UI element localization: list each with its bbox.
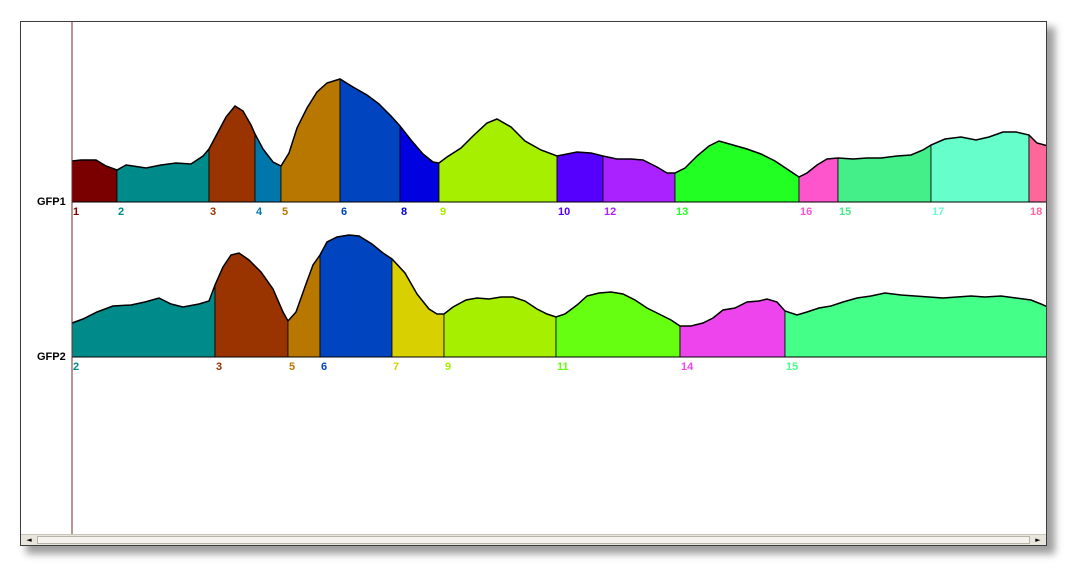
track-label-gfp1: GFP1 <box>37 196 66 208</box>
track-1-segment-label-18: 18 <box>1030 206 1042 218</box>
track-1-segment-label-2: 2 <box>118 206 124 218</box>
track-1-segment-label-4: 4 <box>256 206 263 218</box>
track-1-segment-4 <box>254 133 282 203</box>
track-1-segment-label-15: 15 <box>839 206 851 218</box>
track-2-segment-2 <box>71 284 216 358</box>
track-1-segment-1 <box>71 159 118 203</box>
track-gfp1: 1 2 3 4 5 6 8 9 10 12 13 16 15 17 18 <box>71 78 1046 218</box>
track-1-segment-15 <box>837 144 932 203</box>
track-2-segment-label-14: 14 <box>681 361 694 373</box>
track-1-segment-17 <box>930 131 1030 203</box>
track-gfp2: 2 3 5 6 7 9 11 14 15 <box>71 234 1046 373</box>
track-1-segment-label-16: 16 <box>800 206 812 218</box>
scroll-left-arrow-icon[interactable]: ◄ <box>26 536 32 544</box>
track-2-segment-label-2: 2 <box>73 361 79 373</box>
track-2-segment-label-7: 7 <box>393 361 399 373</box>
track-1-segment-2 <box>116 147 210 203</box>
track-1-segment-8 <box>399 124 440 203</box>
track-2-segment-11 <box>555 291 681 358</box>
track-1-segment-5 <box>280 78 341 203</box>
track-2-segment-9 <box>443 296 557 358</box>
track-2-segment-7 <box>391 257 445 358</box>
track-1-segment-10 <box>556 151 604 203</box>
track-2-profile-outline <box>71 234 1046 327</box>
track-2-segment-label-3: 3 <box>216 361 222 373</box>
track-1-segment-label-12: 12 <box>604 206 616 218</box>
track-2-segment-label-5: 5 <box>289 361 295 373</box>
track-1-segment-9 <box>438 118 558 203</box>
track-1-segment-13 <box>674 140 800 203</box>
track-2-segment-6 <box>319 234 393 358</box>
track-1-profile-outline <box>71 78 1046 178</box>
track-2-segment-label-15: 15 <box>786 361 798 373</box>
track-1-segment-label-3: 3 <box>210 206 216 218</box>
track-1-segment-label-10: 10 <box>558 206 570 218</box>
track-1-segment-label-17: 17 <box>932 206 944 218</box>
track-1-segment-label-8: 8 <box>401 206 407 218</box>
track-1-segment-label-1: 1 <box>73 206 79 218</box>
horizontal-scrollbar[interactable]: ◄ ► <box>21 534 1046 545</box>
track-2-segment-label-11: 11 <box>557 361 569 373</box>
track-1-segment-label-9: 9 <box>440 206 446 218</box>
track-1-segment-label-13: 13 <box>676 206 688 218</box>
track-2-segment-5 <box>287 253 321 358</box>
track-1-segment-label-6: 6 <box>341 206 347 218</box>
track-2-segment-label-6: 6 <box>321 361 327 373</box>
track-2-segment-label-9: 9 <box>445 361 451 373</box>
profile-plot: 1 2 3 4 5 6 8 9 10 12 13 16 15 17 182 3 5 6 7 9 11 14 15 <box>71 22 1046 535</box>
track-1-segment-12 <box>602 155 676 203</box>
profile-viewer-window[interactable]: 1 2 3 4 5 6 8 9 10 12 13 16 15 17 18 2 3 5 6 7 9 11 14 15 GFP1 … <box>20 21 1047 546</box>
track-2-segment-15 <box>784 292 1046 358</box>
scroll-right-arrow-icon[interactable]: ► <box>1035 536 1041 544</box>
scrollbar-thumb[interactable] <box>37 536 1030 544</box>
track-label-gfp2: GFP2 <box>37 351 66 363</box>
track-2-segment-3 <box>214 252 289 358</box>
track-1-segment-label-5: 5 <box>282 206 288 218</box>
